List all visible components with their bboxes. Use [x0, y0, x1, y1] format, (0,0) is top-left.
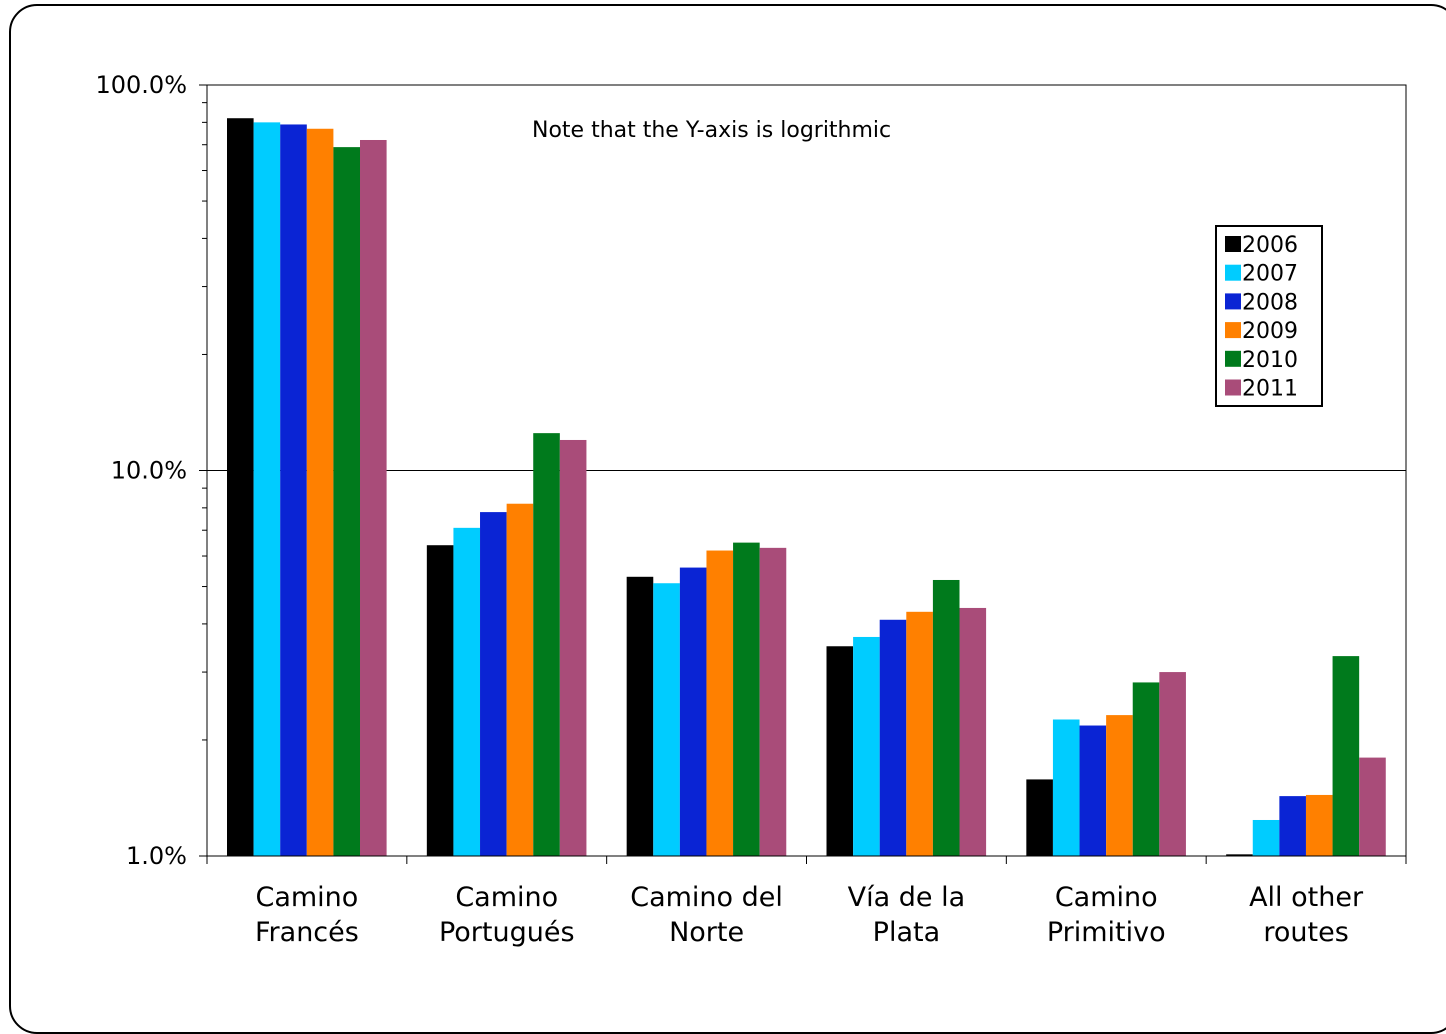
- bar: [1226, 854, 1253, 856]
- bar: [759, 547, 787, 856]
- y-tick-label: 10.0%: [111, 457, 187, 485]
- legend-swatch: [1225, 379, 1241, 396]
- axes: [199, 84, 1407, 864]
- bar: [333, 147, 360, 857]
- bar: [1252, 819, 1280, 856]
- bar: [906, 611, 933, 856]
- bar: [826, 646, 854, 856]
- bar: [533, 433, 560, 856]
- bar: [453, 527, 481, 856]
- legend-swatch: [1225, 322, 1241, 339]
- bar: [1359, 757, 1386, 856]
- x-tick-label: Camino Francés: [255, 882, 359, 948]
- y-tick-labels: 1.0% 10.0% 100.0%: [95, 71, 187, 870]
- bar: [1026, 779, 1053, 856]
- bar: [733, 542, 760, 856]
- bar: [1132, 682, 1160, 856]
- legend-swatch: [1225, 293, 1241, 310]
- bar: [853, 636, 880, 856]
- x-tick-labels: Camino Francés Camino Portugués Camino del No…: [255, 882, 1364, 948]
- x-tick-label: Camino Primitivo: [1047, 882, 1166, 948]
- y-tick-label: 100.0%: [95, 71, 187, 99]
- bar: [1279, 796, 1306, 856]
- bar: [227, 118, 254, 857]
- legend-label: 2008: [1242, 290, 1298, 315]
- legend-swatch: [1225, 264, 1241, 281]
- bar: [1106, 715, 1133, 856]
- legend-label: 2010: [1242, 348, 1298, 373]
- y-tick-label: 1.0%: [126, 842, 187, 870]
- legend: 2006 2007 2008 2009 2010 2011: [1215, 225, 1323, 407]
- bar: [959, 607, 987, 856]
- bar: [679, 567, 707, 856]
- legend-label: 2006: [1242, 233, 1298, 258]
- bar: [1079, 725, 1107, 856]
- bar: [426, 545, 454, 856]
- x-tick-label: Vía de la Plata: [848, 882, 965, 948]
- bar: [360, 139, 387, 857]
- x-tick-label: Camino Portugués: [439, 882, 575, 948]
- bars: [227, 118, 1386, 857]
- bar: [1159, 672, 1186, 856]
- annotation: Note that the Y-axis is logrithmic: [532, 118, 891, 143]
- bar: [559, 439, 587, 856]
- bar: [306, 128, 334, 857]
- x-tick-label: All other routes: [1249, 882, 1364, 948]
- bar: [1332, 656, 1360, 856]
- bar: [653, 583, 680, 856]
- bar: [706, 550, 734, 856]
- legend-box: [1215, 225, 1323, 407]
- bar: [506, 503, 534, 856]
- bar: [1052, 719, 1080, 856]
- legend-label: 2011: [1242, 377, 1298, 402]
- legend-swatch: [1225, 350, 1241, 367]
- legend-swatch: [1225, 236, 1241, 252]
- x-tick-label: Camino del Norte: [630, 882, 783, 948]
- bar: [480, 512, 507, 856]
- legend-label: 2009: [1242, 319, 1298, 344]
- bar: [280, 124, 307, 856]
- bar: [1305, 794, 1333, 856]
- chart: 1.0% 10.0% 100.0% Camino Francés Camino Portu…: [95, 71, 1407, 948]
- gridlines: [207, 84, 1406, 857]
- bar: [253, 122, 281, 856]
- bar: [626, 576, 654, 856]
- bar: [932, 579, 960, 856]
- legend-label: 2007: [1242, 262, 1298, 287]
- bar: [879, 619, 907, 856]
